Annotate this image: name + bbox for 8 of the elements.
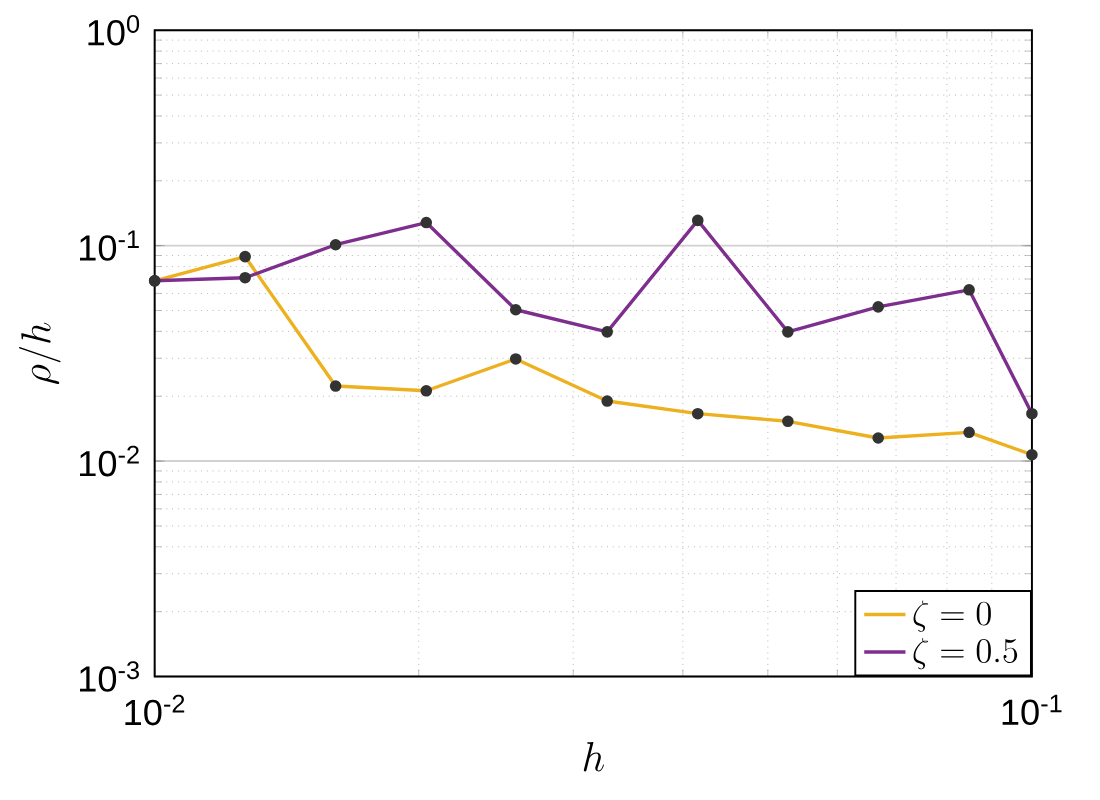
- x-axis-title: $h$: [583, 741, 604, 772]
- y-tick-label: 10$^{-2}$: [79, 445, 139, 477]
- y-tick-label: 10$^{-1}$: [79, 230, 139, 261]
- legend-label: $\zeta = 0.5$: [913, 637, 1018, 670]
- y-tick-label: 10$^{-3}$: [79, 661, 139, 692]
- legend-label: $\zeta = 0$: [913, 600, 991, 632]
- y-tick-label: 10$^{0}$: [88, 14, 140, 46]
- y-axis-title: $\rho/h$: [18, 322, 61, 384]
